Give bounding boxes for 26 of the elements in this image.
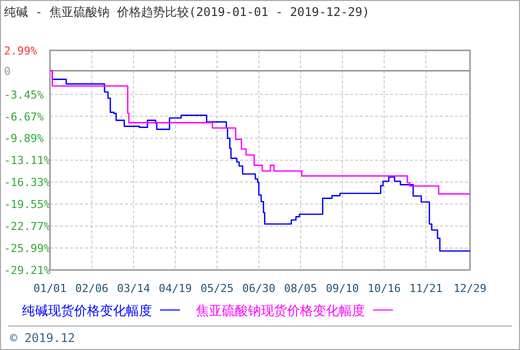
x-tick-label: 01/01 <box>33 282 67 295</box>
x-tick-label: 12/29 <box>453 282 487 295</box>
y-tick-label: -19.55% <box>4 198 51 212</box>
y-tick-label: 2.99% <box>4 44 38 58</box>
x-tick-label: 03/14 <box>116 282 150 295</box>
x-tick-label: 11/21 <box>409 282 442 295</box>
x-tick-label: 10/16 <box>368 282 401 295</box>
chart-title: 纯碱 - 焦亚硫酸钠 价格趋势比较(2019-01-01 - 2019-12-29) <box>4 5 370 19</box>
y-tick-label: -13.11% <box>4 154 51 168</box>
legend-label: 焦亚硫酸钠现货价格变化幅度 <box>196 303 365 319</box>
x-tick-label: 05/25 <box>200 282 234 295</box>
y-tick-label: -6.67% <box>4 110 44 124</box>
x-tick-label: 08/05 <box>284 282 318 295</box>
legend-label: 纯碱现货价格变化幅度 <box>22 303 152 319</box>
y-tick-label: -22.77% <box>4 220 51 234</box>
x-tick-label: 04/19 <box>158 282 192 295</box>
y-tick-label: -16.33% <box>4 176 51 190</box>
x-tick-label: 09/10 <box>326 282 359 295</box>
y-tick-label: -25.99% <box>4 242 51 256</box>
y-tick-label: 0 <box>4 64 11 78</box>
text: © 2019.12 <box>10 331 76 345</box>
x-tick-label: 06/30 <box>242 282 276 295</box>
y-tick-label: -29.21% <box>4 264 51 277</box>
y-tick-label: -9.89% <box>4 132 44 146</box>
y-tick-label: -3.45% <box>4 88 44 102</box>
x-tick-label: 02/06 <box>75 282 108 295</box>
